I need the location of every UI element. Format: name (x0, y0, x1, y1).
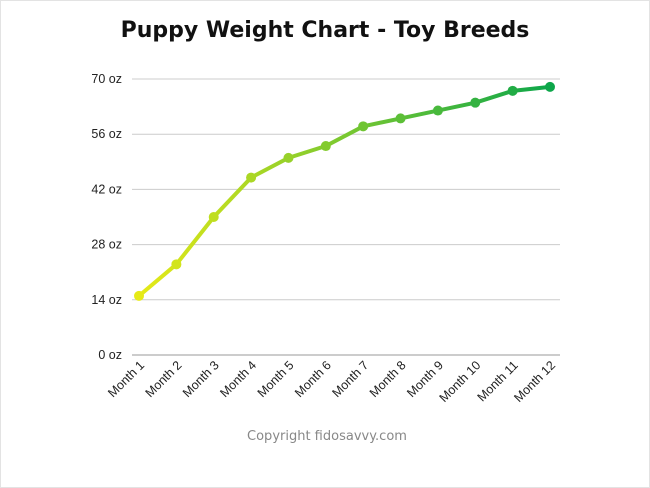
y-tick-label: 0 oz (98, 348, 122, 362)
x-tick-label: Month 6 (292, 358, 334, 400)
x-tick-label: Month 7 (329, 358, 371, 400)
data-point (171, 259, 182, 270)
copyright-notice: Copyright fidosavvy.com (247, 429, 407, 444)
data-point (432, 105, 443, 116)
data-point (134, 290, 144, 301)
data-point (358, 121, 369, 132)
data-point (507, 85, 518, 96)
data-point (208, 212, 219, 222)
y-tick-label: 42 oz (91, 182, 122, 196)
data-point (470, 97, 481, 108)
x-tick-label: Month 3 (180, 358, 222, 400)
x-tick-label: Month 10 (437, 358, 484, 405)
x-tick-label: Month 5 (255, 358, 297, 400)
chart-title: Puppy Weight Chart - Toy Breeds (120, 18, 530, 43)
y-tick-label: 28 oz (91, 238, 122, 252)
x-tick-label: Month 1 (105, 358, 147, 400)
series-line (137, 84, 552, 298)
x-tick-label: Month 12 (511, 358, 558, 405)
y-tick-label: 56 oz (91, 127, 122, 141)
data-point (283, 152, 294, 163)
y-tick-label: 14 oz (91, 293, 122, 307)
x-tick-label: Month 8 (367, 358, 409, 400)
data-point (320, 141, 331, 152)
x-tick-label: Month 2 (143, 358, 185, 400)
y-tick-label: 70 oz (91, 72, 122, 86)
data-point (395, 113, 406, 124)
x-tick-label: Month 4 (217, 358, 259, 400)
data-point (545, 81, 555, 92)
data-point (246, 172, 257, 183)
